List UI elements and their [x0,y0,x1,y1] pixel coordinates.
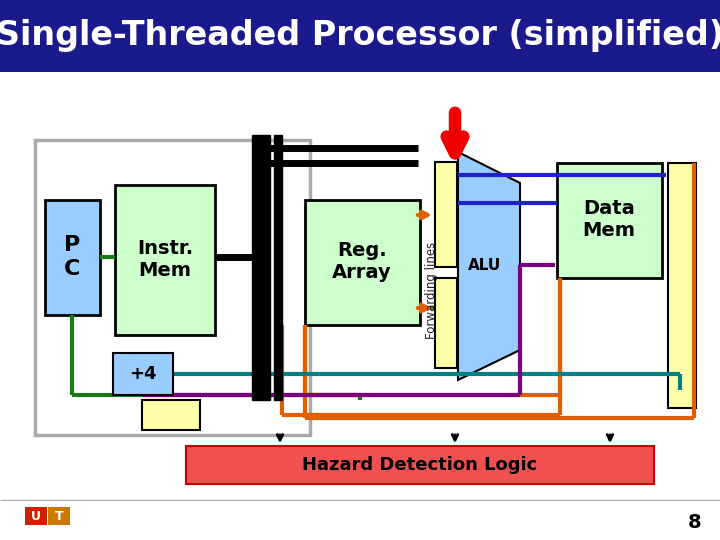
Bar [274,135,282,400]
Bar [252,135,270,400]
Text: P
C: P C [64,235,80,279]
Bar [25,507,47,525]
Bar [113,353,173,395]
Polygon shape [458,152,520,380]
Text: +4: +4 [130,365,157,383]
Bar [435,278,457,368]
Text: Reg.
Array: Reg. Array [332,241,392,282]
Bar [0,72,720,540]
Text: Forwarding lines: Forwarding lines [426,241,438,339]
Bar [35,140,310,435]
Bar [45,200,100,315]
Bar [115,185,215,335]
Bar [142,400,200,430]
Text: Hazard Detection Logic: Hazard Detection Logic [302,456,538,474]
Text: U: U [31,510,41,523]
Text: Single-Threaded Processor (simplified): Single-Threaded Processor (simplified) [0,19,720,52]
Text: ALU: ALU [469,258,502,273]
Bar [305,200,420,325]
Bar [435,162,457,267]
Bar [668,163,696,408]
Bar [186,446,654,484]
Text: Instr.
Mem: Instr. Mem [137,240,193,280]
Bar [0,0,720,72]
Text: Data
Mem: Data Mem [582,199,636,240]
Text: 8: 8 [688,512,702,531]
Bar [557,163,662,278]
Text: T: T [55,510,63,523]
Bar [48,507,70,525]
